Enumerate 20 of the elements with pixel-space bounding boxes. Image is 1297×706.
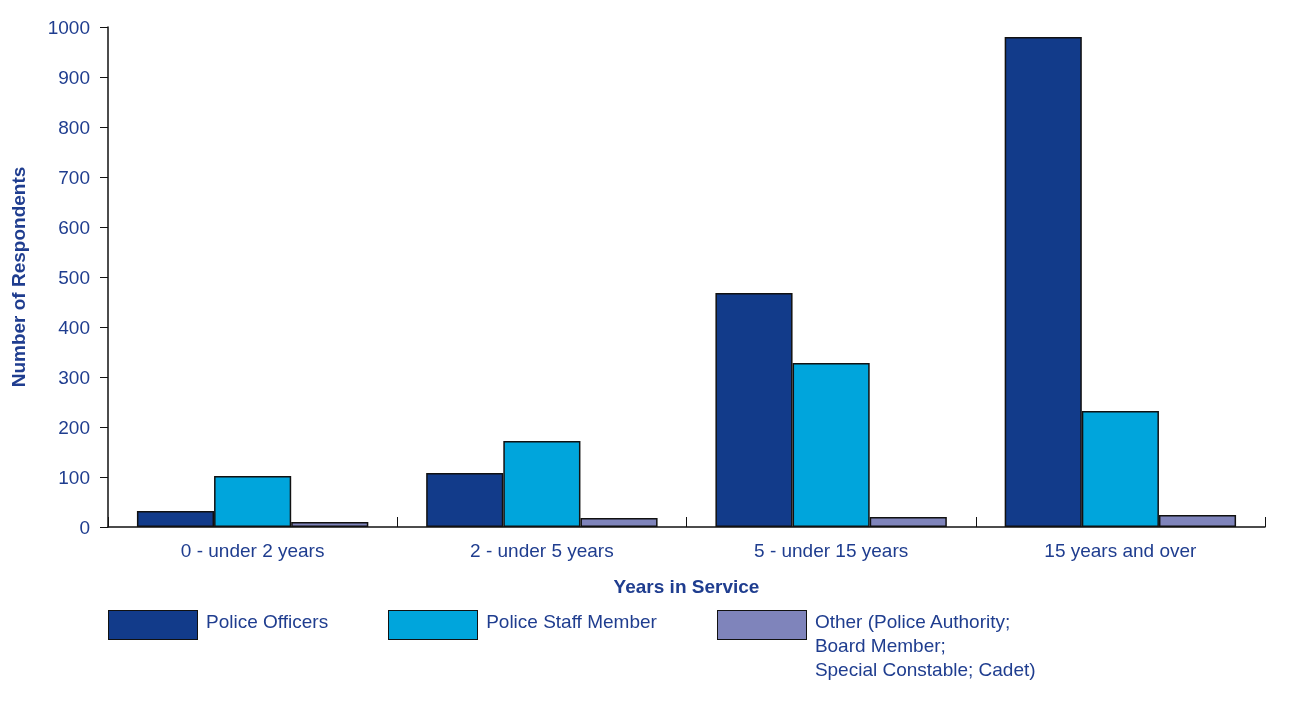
- x-tick-label: 0 - under 2 years: [180, 540, 325, 561]
- y-tick-label: 500: [58, 266, 90, 288]
- x-tick-label: 2 - under 5 years: [470, 540, 614, 561]
- y-axis-title: Number of Respondents: [8, 166, 29, 388]
- y-tick-label: 600: [58, 216, 90, 238]
- x-tick-label: 15 years and over: [1044, 540, 1198, 561]
- y-tick-label: 100: [58, 466, 90, 488]
- y-tick-label: 1000: [47, 16, 90, 38]
- y-tick-label: 300: [58, 366, 90, 388]
- y-tick-label: 400: [58, 316, 90, 338]
- y-tick-label: 700: [58, 166, 90, 188]
- y-tick-label: 0: [79, 516, 90, 538]
- y-tick-label: 800: [58, 116, 90, 138]
- x-tick-label: 5 - under 15 years: [754, 540, 909, 561]
- y-tick-label: 900: [58, 66, 90, 88]
- legend-label: Police Staff Member: [486, 610, 657, 634]
- legend-label: Police Officers: [206, 610, 329, 634]
- x-axis-title: Years in Service: [613, 576, 760, 597]
- legend-label: Other (Police Authority; Board Member; Special Constable; Cadet): [814, 610, 1036, 682]
- y-tick-label: 200: [58, 416, 90, 438]
